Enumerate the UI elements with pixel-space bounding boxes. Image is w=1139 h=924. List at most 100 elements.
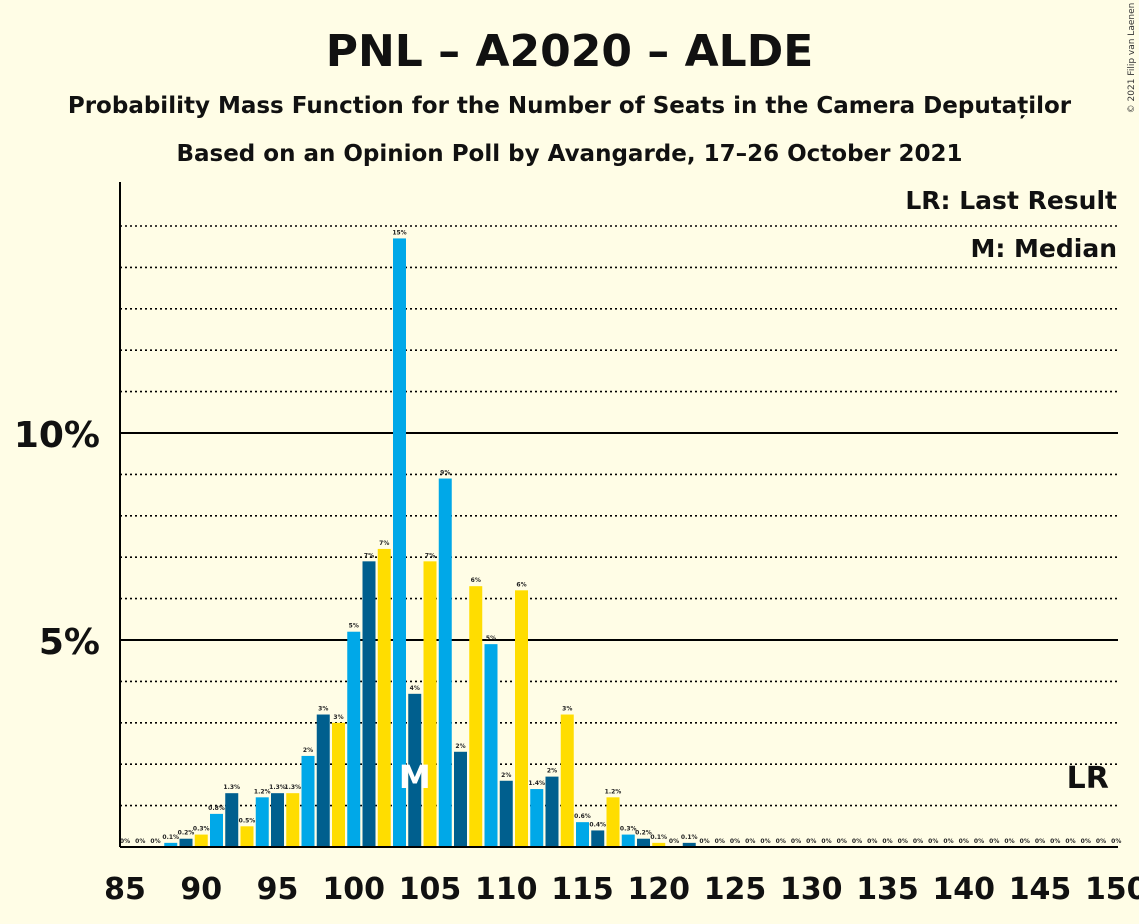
bar-label-seat-107: 2% [455, 743, 465, 750]
bar-seat-100 [347, 631, 361, 847]
bar-label-seat-115: 0.6% [574, 813, 591, 820]
bar-label-seat-138: 0% [928, 838, 938, 845]
bar-label-seat-125: 0% [730, 838, 740, 845]
bar-seat-91 [210, 813, 223, 847]
bar-label-seat-104: 4% [410, 685, 420, 692]
bar-label-seat-134: 0% [867, 838, 877, 845]
bar-seat-115 [576, 822, 589, 847]
x-tick-label: 115 [551, 872, 614, 907]
bar-seat-116 [591, 830, 605, 847]
x-tick-label: 150 [1085, 872, 1139, 907]
bar-label-seat-119: 0.2% [635, 830, 652, 837]
bar-label-seat-93: 0.5% [239, 817, 256, 824]
bar-seat-95 [271, 793, 284, 847]
x-tick-label: 90 [180, 872, 222, 907]
bar-seat-117 [606, 797, 620, 847]
median-marker: M [399, 758, 431, 796]
bar-label-seat-97: 2% [303, 747, 313, 754]
bar-label-seat-90: 0.3% [193, 826, 210, 833]
y-tick-label: 10% [14, 415, 100, 456]
last-result-marker: LR [1067, 761, 1109, 796]
bar-seat-111 [515, 590, 528, 847]
bar-label-seat-144: 0% [1020, 838, 1030, 845]
x-tick-label: 105 [399, 872, 462, 907]
bar-label-seat-137: 0% [913, 838, 923, 845]
bar-label-seat-95: 1.3% [269, 784, 286, 791]
bar-seat-103 [393, 238, 406, 848]
x-tick-label: 100 [322, 872, 385, 907]
bar-label-seat-149: 0% [1096, 838, 1106, 845]
x-tick-label: 85 [104, 872, 146, 907]
bar-seat-97 [301, 755, 315, 847]
bar-label-seat-91: 0.8% [208, 805, 225, 812]
bar-seat-101 [362, 561, 376, 847]
bar-seat-88 [164, 842, 178, 847]
bar-label-seat-114: 3% [562, 706, 572, 713]
bar-label-seat-142: 0% [989, 838, 999, 845]
bar-label-seat-133: 0% [852, 838, 862, 845]
bar-seat-114 [560, 714, 574, 847]
bar-label-seat-135: 0% [882, 838, 892, 845]
bar-seat-120 [652, 842, 666, 847]
bar-label-seat-140: 0% [959, 838, 969, 845]
bar-label-seat-89: 0.2% [178, 830, 195, 837]
bar-label-seat-101: 7% [364, 552, 374, 559]
chart-subtitle-2: Based on an Opinion Poll by Avangarde, 1… [176, 141, 962, 167]
grid-lines [120, 225, 1118, 807]
bar-seat-98 [316, 714, 330, 847]
bar-seat-108 [469, 586, 483, 847]
bar-label-seat-102: 7% [379, 540, 389, 547]
bar-label-seat-141: 0% [974, 838, 984, 845]
x-tick-label: 95 [257, 872, 299, 907]
bar-seat-122 [682, 842, 696, 847]
bar-seat-118 [621, 834, 635, 847]
bar-label-seat-94: 1.2% [254, 788, 271, 795]
bar-label-seat-85: 0% [120, 838, 130, 845]
bar-label-seat-148: 0% [1081, 838, 1091, 845]
bar-label-seat-123: 0% [699, 838, 709, 845]
bar-label-seat-111: 6% [516, 581, 526, 588]
bar-label-seat-147: 0% [1065, 838, 1075, 845]
bar-seat-99 [332, 722, 345, 847]
bar-label-seat-126: 0% [745, 838, 755, 845]
bar-label-seat-132: 0% [837, 838, 847, 845]
bar-label-seat-113: 2% [547, 768, 557, 775]
bar-label-seat-124: 0% [715, 838, 725, 845]
bar-label-seat-129: 0% [791, 838, 801, 845]
bar-label-seat-131: 0% [821, 838, 831, 845]
bar-seat-89 [179, 838, 193, 847]
bar-label-seat-120: 0.1% [650, 834, 667, 841]
bars-group [164, 238, 696, 848]
bar-label-seat-122: 0.1% [681, 834, 698, 841]
x-tick-label: 110 [475, 872, 538, 907]
y-tick-label: 5% [39, 622, 100, 663]
bar-label-seat-103: 15% [392, 229, 406, 236]
bar-seat-102 [377, 548, 391, 847]
bar-label-seat-98: 3% [318, 706, 328, 713]
bar-label-seat-88: 0.1% [162, 834, 179, 841]
bar-label-seat-121: 0% [669, 838, 679, 845]
bar-label-seat-106: 9% [440, 470, 450, 477]
x-tick-label: 120 [627, 872, 690, 907]
bar-seat-96 [286, 793, 300, 847]
bar-label-seat-108: 6% [471, 577, 481, 584]
bar-seat-109 [484, 644, 498, 847]
bar-label-seat-109: 5% [486, 635, 496, 642]
bar-label-seat-130: 0% [806, 838, 816, 845]
bar-label-seat-127: 0% [760, 838, 770, 845]
chart-title: PNL – A2020 – ALDE [326, 26, 814, 77]
bar-labels-group: 0% 0% 0%0.1%0.2%0.3%0.8%1.3%0.5%1.2%1.3%1.… [120, 229, 1121, 845]
bar-seat-92 [225, 793, 239, 847]
bar-label-seat-136: 0% [898, 838, 908, 845]
bar-label-seat-118: 0.3% [620, 826, 637, 833]
bar-label-seat-145: 0% [1035, 838, 1045, 845]
bar-seat-107 [454, 751, 467, 847]
bar-seat-119 [637, 838, 650, 847]
bar-label-seat-143: 0% [1004, 838, 1014, 845]
bar-seat-105 [423, 561, 437, 847]
x-tick-label: 140 [932, 872, 995, 907]
bar-label-seat-87: 0% [150, 838, 160, 845]
x-tick-label: 145 [1009, 872, 1072, 907]
x-tick-label: 135 [856, 872, 919, 907]
